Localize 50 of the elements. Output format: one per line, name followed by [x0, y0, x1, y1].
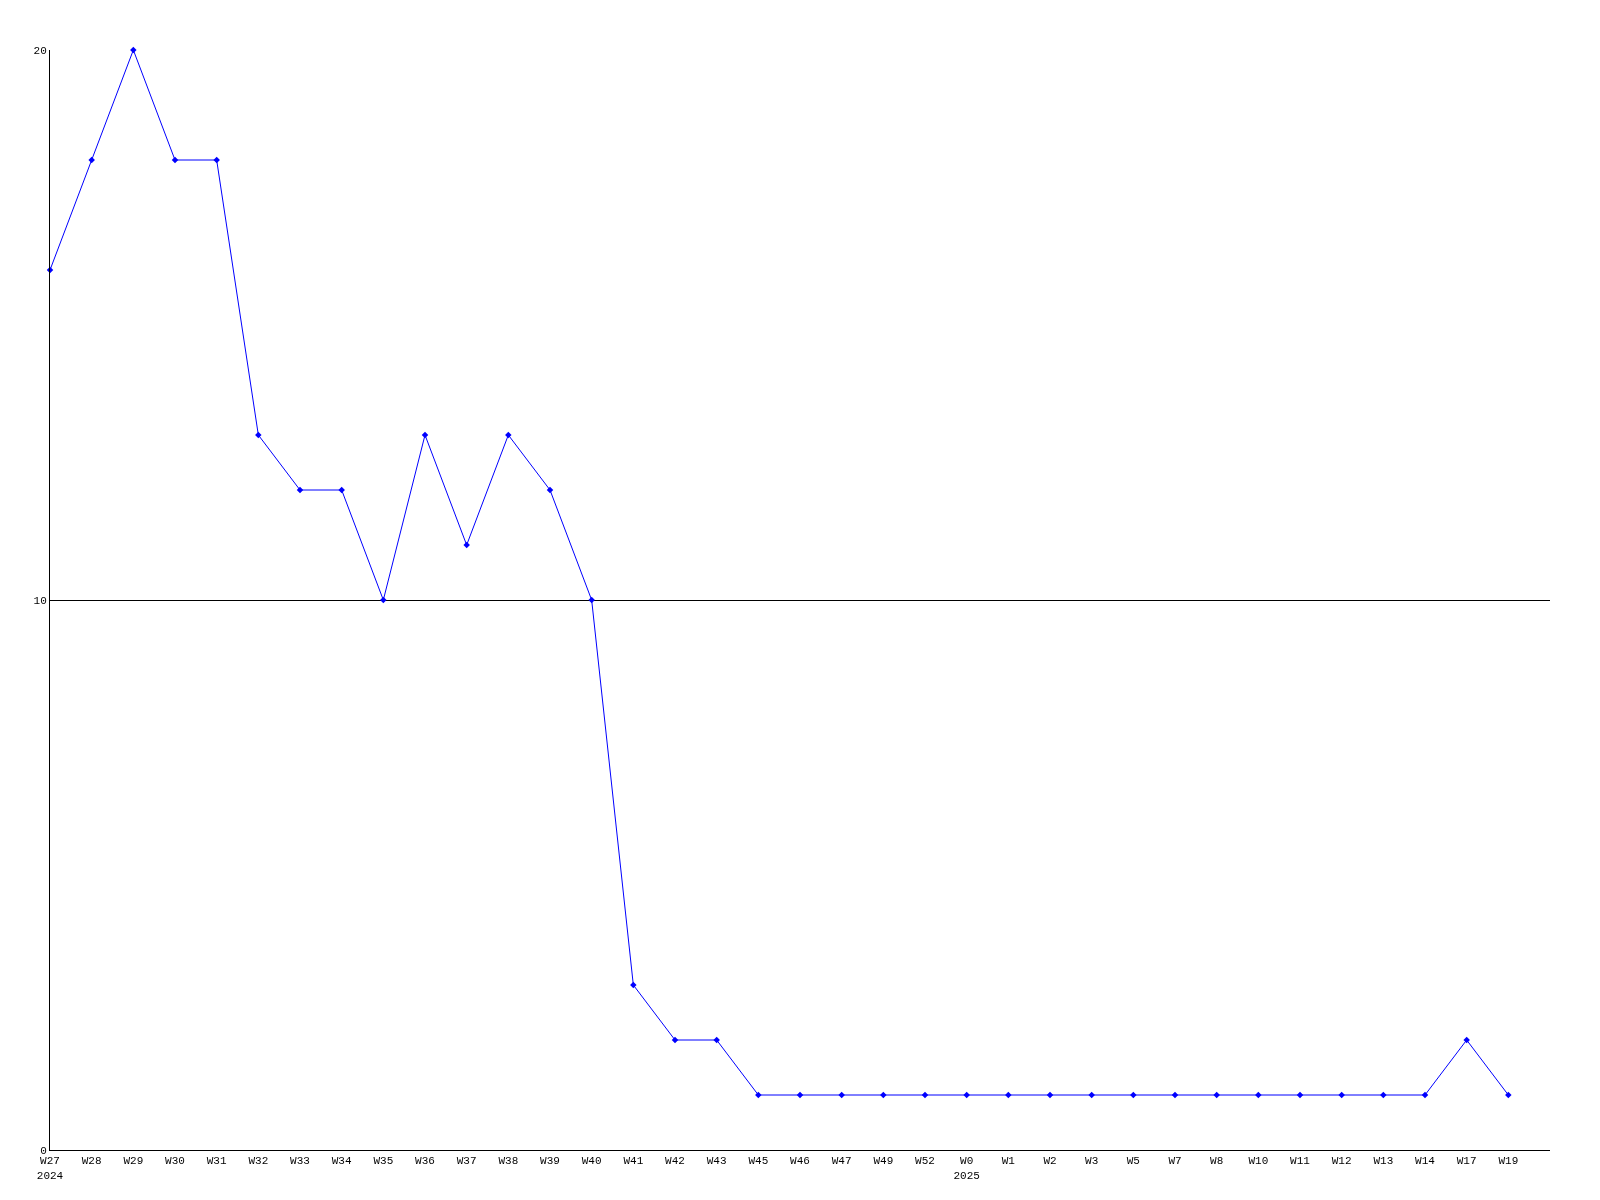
x-tick-label: W37 — [456, 1155, 477, 1168]
x-tick-label: W31 — [206, 1155, 227, 1168]
x-tick-label: W30 — [165, 1155, 185, 1168]
x-tick-label: W17 — [1456, 1155, 1477, 1168]
x-tick-label: W5 — [1126, 1155, 1140, 1168]
point — [1046, 1091, 1054, 1099]
x-tick-label: W19 — [1498, 1155, 1519, 1168]
point — [546, 486, 554, 494]
x-tick-label: W1 — [1001, 1155, 1016, 1168]
x-tick-label: W28 — [81, 1155, 102, 1168]
x-tick-label: W52 — [915, 1155, 935, 1168]
point — [1171, 1091, 1179, 1099]
x-tick-label: W49 — [873, 1155, 894, 1168]
x-tick-label: W35 — [373, 1155, 394, 1168]
x-tick-label: W0 2025 — [953, 1155, 980, 1182]
point — [796, 1091, 804, 1099]
x-tick-label: W14 — [1415, 1155, 1436, 1168]
y-tick-label: 10 — [33, 594, 47, 607]
y-tick-label: 0 — [40, 1144, 47, 1157]
x-tick-label: W39 — [540, 1155, 560, 1168]
x-tick-label: W7 — [1168, 1155, 1182, 1168]
x-tick-label: W12 — [1331, 1155, 1352, 1168]
x-tick-label: W41 — [623, 1155, 644, 1168]
x-tick-label: W2 — [1043, 1155, 1057, 1168]
point — [421, 431, 429, 439]
point — [296, 486, 304, 494]
x-tick-label: W38 — [498, 1155, 519, 1168]
x-tick-label: W34 — [331, 1155, 352, 1168]
x-tick-label: W10 — [1248, 1155, 1269, 1168]
x-tick-label: W47 — [831, 1155, 852, 1168]
x-tick-label: W32 — [248, 1155, 269, 1168]
x-tick-label: W45 — [748, 1155, 769, 1168]
x-tick-label: W33 — [290, 1155, 310, 1168]
x-tick-label: W46 — [790, 1155, 810, 1168]
x-tick-label: W36 — [415, 1155, 435, 1168]
point — [1421, 1091, 1429, 1099]
x-tick-label: W27 2024 — [36, 1155, 64, 1182]
x-tick-label: W40 — [581, 1155, 602, 1168]
point — [921, 1091, 929, 1099]
x-tick-label: W43 — [706, 1155, 727, 1168]
x-tick-label: W3 — [1085, 1155, 1099, 1168]
x-tick-label: W11 — [1290, 1155, 1311, 1168]
point — [1296, 1091, 1304, 1099]
x-tick-label: W29 — [123, 1155, 144, 1168]
y-tick-label: 20 — [33, 44, 47, 57]
point — [171, 156, 179, 164]
x-tick-label: W13 — [1373, 1155, 1394, 1168]
x-tick-label: W8 — [1210, 1155, 1224, 1168]
point — [671, 1036, 679, 1044]
x-tick-label: W42 — [665, 1155, 685, 1168]
